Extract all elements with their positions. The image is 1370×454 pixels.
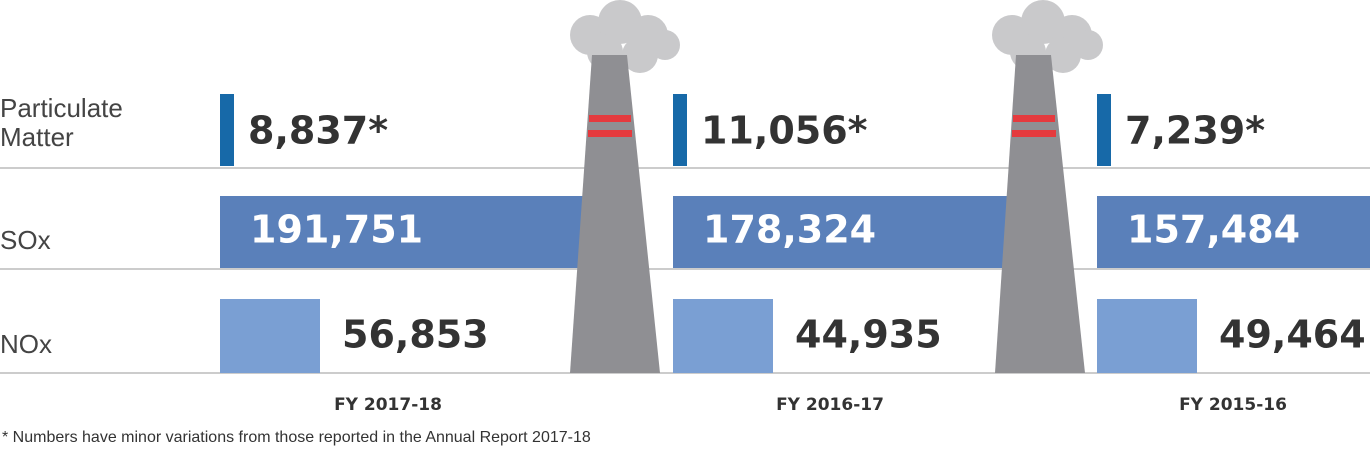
row-label: NOx [0, 329, 52, 359]
pm-value: 8,837* [248, 109, 388, 153]
column-label: FY 2017-18 [334, 395, 442, 415]
nox-value: 44,935 [795, 313, 942, 357]
pm-bar [673, 94, 687, 166]
pm-bar [1097, 94, 1111, 166]
nox-box [220, 299, 320, 373]
pm-bar [220, 94, 234, 166]
sox-value: 157,484 [1127, 208, 1300, 252]
footnote: * Numbers have minor variations from tho… [2, 429, 591, 446]
row-label: Particulate Matter [0, 93, 123, 152]
column-label: FY 2016-17 [776, 395, 884, 415]
row-label: SOx [0, 225, 51, 255]
nox-value: 49,464 [1219, 313, 1366, 357]
chimney [992, 0, 1103, 373]
chimney [570, 0, 680, 373]
content: Particulate Matter SOx NOx FY 2017-18 8,837* 1… [0, 93, 1370, 415]
sox-value: 191,751 [250, 208, 423, 252]
nox-value: 56,853 [342, 313, 489, 357]
sox-bar [673, 196, 1023, 268]
pm-value: 7,239* [1125, 109, 1265, 153]
sox-value: 178,324 [703, 208, 876, 252]
nox-box [1097, 299, 1197, 373]
sox-bar [220, 196, 598, 268]
chimneys [570, 0, 1103, 373]
nox-box [673, 299, 773, 373]
sox-bar [1097, 196, 1370, 268]
pm-value: 11,056* [701, 109, 868, 153]
column-label: FY 2015-16 [1179, 395, 1287, 415]
